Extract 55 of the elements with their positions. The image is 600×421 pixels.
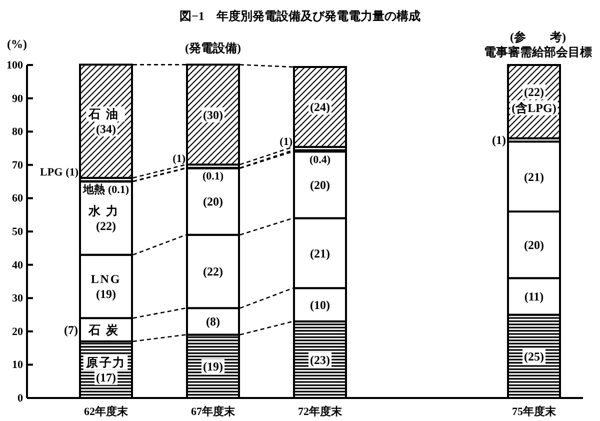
data-label: (22)	[203, 264, 223, 279]
data-label: (19)	[203, 360, 223, 374]
data-label: (1)	[172, 153, 186, 166]
data-label: (17)	[96, 370, 116, 384]
y-tick-label: 80	[12, 126, 24, 138]
data-label: (22)	[524, 84, 544, 99]
data-label: (34)	[96, 122, 116, 136]
data-label: (1)	[66, 166, 79, 179]
y-tick-label: 40	[12, 259, 24, 272]
data-label: (23)	[310, 352, 330, 367]
data-label: (0.4)	[309, 154, 331, 166]
data-label: (8)	[206, 314, 220, 329]
series-label: 水力	[88, 204, 124, 218]
series-label: LPG	[40, 166, 64, 179]
y-axis-title: (%)	[7, 37, 27, 51]
data-label: (20)	[310, 178, 330, 192]
y-tick-label: 70	[12, 159, 24, 172]
data-label: (24)	[310, 100, 330, 114]
data-label: (7)	[64, 322, 78, 337]
y-tick-label: 20	[12, 326, 24, 338]
data-label: (10)	[310, 298, 330, 312]
y-tick-label: 0	[18, 392, 24, 405]
annotation: (発電設備)	[185, 41, 241, 55]
x-tick-label: 75年度末	[512, 404, 557, 418]
data-label: (20)	[203, 194, 223, 209]
annotation: (含LPG)	[512, 100, 556, 115]
data-label: (20)	[524, 238, 544, 252]
y-tick-label: 50	[12, 226, 24, 238]
y-tick-label: 90	[12, 92, 24, 105]
series-label: 原子力	[84, 355, 126, 370]
y-tick-label: 60	[12, 192, 24, 205]
data-label: (25)	[524, 350, 544, 364]
data-label: (1)	[280, 136, 293, 148]
series-label: 石油	[88, 106, 124, 121]
data-label: (1)	[492, 133, 506, 148]
data-label: (30)	[203, 108, 223, 122]
y-tick-label: 30	[12, 292, 24, 305]
y-tick-label: 10	[12, 359, 24, 372]
series-label: LNG	[90, 272, 122, 286]
x-tick-label: 72年度末	[298, 404, 343, 418]
data-label: (21)	[310, 246, 330, 260]
x-tick-label: 62年度末	[84, 404, 129, 418]
data-label: (0.1)	[108, 184, 130, 196]
text: (参 考)	[510, 30, 566, 44]
chart-title: 図−1 年度別発電設備及び発電電力量の構成	[180, 9, 420, 23]
data-label: (19)	[96, 287, 116, 302]
legend-label: 石炭	[88, 322, 124, 337]
data-label: (11)	[524, 290, 544, 304]
data-label: (0.1)	[202, 170, 224, 183]
x-tick-label: 67年度末	[191, 404, 236, 418]
text: 電事審需給部会目標	[484, 45, 592, 59]
y-tick-label: 100	[6, 60, 24, 72]
data-label: (22)	[96, 218, 116, 233]
series-label: 地熱	[82, 182, 105, 196]
data-label: (21)	[524, 170, 544, 184]
